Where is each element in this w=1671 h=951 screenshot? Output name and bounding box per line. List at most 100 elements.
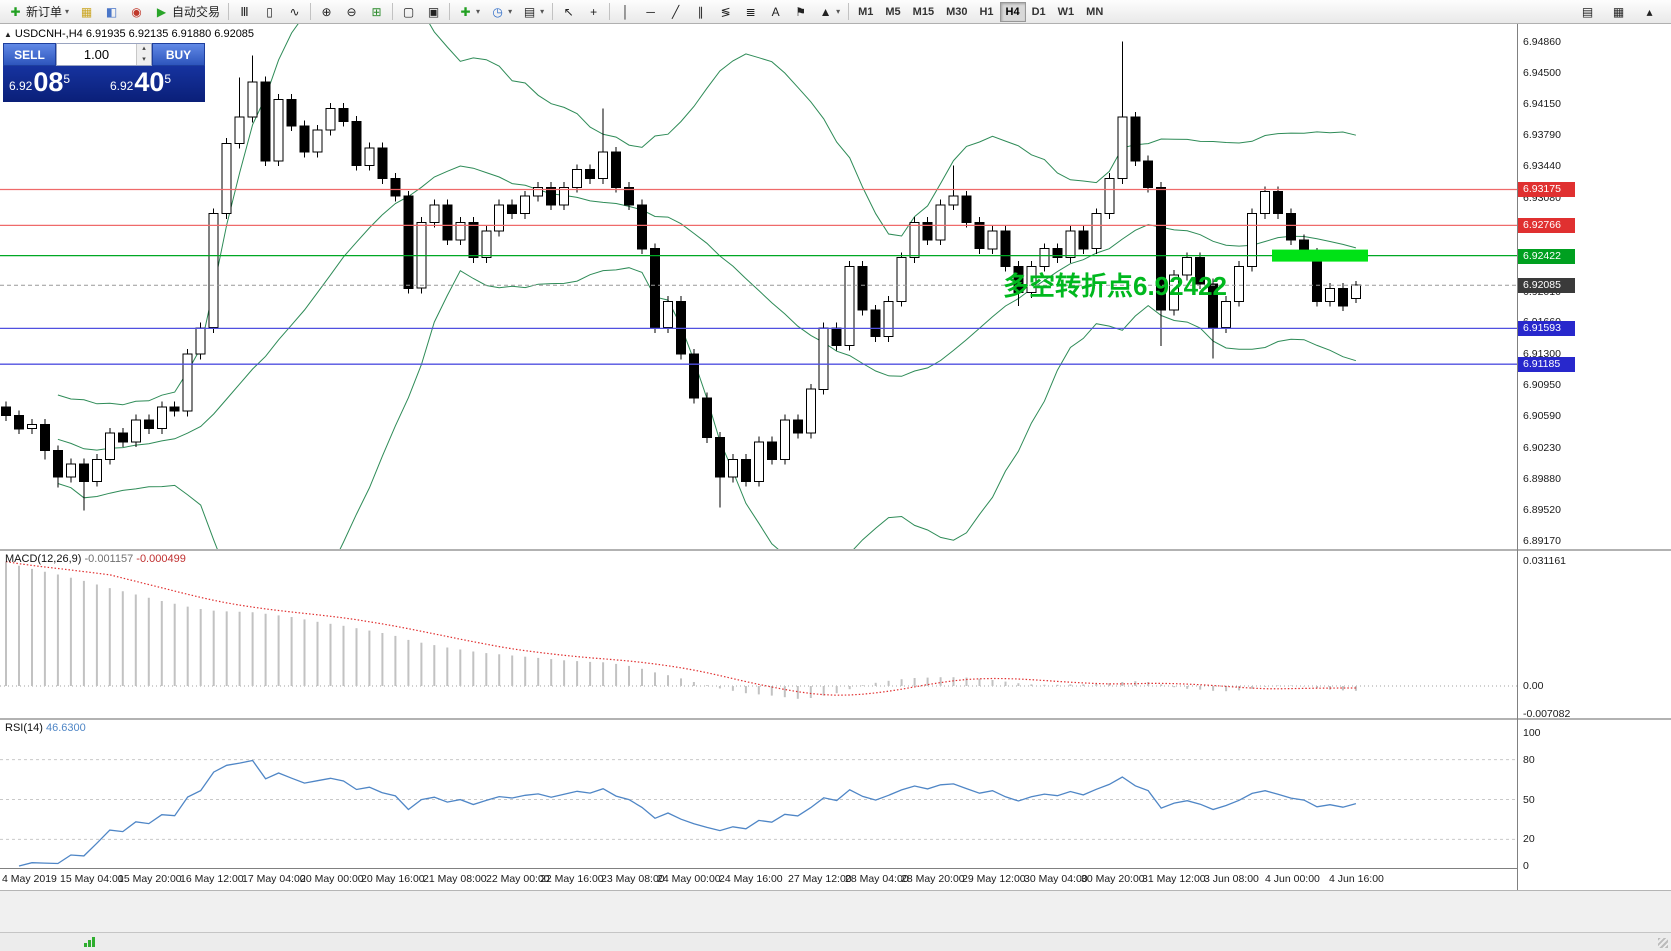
data-window-button[interactable]: ▦ (1606, 2, 1631, 22)
volume-up-icon[interactable]: ▴ (137, 44, 151, 55)
label-tool-button[interactable]: ⚑ (788, 2, 813, 22)
caret-down-icon: ▾ (508, 7, 513, 16)
timeframe-h1[interactable]: H1 (973, 2, 999, 22)
zoom-in-button[interactable]: ⊕ (314, 2, 339, 22)
scroll-up-button[interactable]: ▴ (1637, 2, 1662, 22)
price-axis-label: 6.90950 (1523, 379, 1561, 391)
caret-down-icon: ▾ (836, 7, 841, 16)
add-indicator-button[interactable]: ✚ ▾ (453, 2, 485, 22)
crosshair-button[interactable]: + (581, 2, 606, 22)
macd-axis-label: -0.007082 (1523, 708, 1571, 720)
line-chart-button[interactable]: ∿ (282, 2, 307, 22)
macd-svg (0, 561, 1517, 699)
shapes-button[interactable]: ▲ ▾ (813, 2, 845, 22)
candlestick-chart-button[interactable]: ▯ (257, 2, 282, 22)
price-axis-label: 6.93440 (1523, 160, 1561, 172)
ask-price-display[interactable]: 6.92 40 5 (110, 67, 172, 97)
rsi-axis-label: 20 (1523, 833, 1535, 845)
templates-button[interactable]: ▤ ▾ (517, 2, 549, 22)
rsi-indicator-canvas[interactable] (0, 720, 1517, 868)
time-axis-label: 24 May 00:00 (657, 873, 721, 885)
cursor-icon: ↖ (563, 4, 574, 19)
auto-trading-button[interactable]: ▶ 自动交易 (149, 2, 225, 22)
panel-separator[interactable] (0, 549, 1671, 551)
fibonacci-icon: ≶ (720, 4, 731, 19)
panel-separator[interactable] (0, 718, 1671, 720)
time-axis-label: 22 May 16:00 (540, 873, 604, 885)
time-axis-label: 17 May 04:00 (242, 873, 306, 885)
price-chart-svg (0, 0, 1517, 621)
level-lines-layer[interactable] (0, 188, 1517, 365)
timeframe-w1[interactable]: W1 (1052, 2, 1081, 22)
grid-button[interactable]: ⊞ (364, 2, 389, 22)
cursor-button[interactable]: ↖ (556, 2, 581, 22)
channel-button[interactable]: ∥ (688, 2, 713, 22)
price-axis-label: 6.94500 (1523, 67, 1561, 79)
buy-button[interactable]: BUY (152, 43, 205, 66)
pivot-annotation-text[interactable]: 多空转折点6.92422 (1003, 271, 1227, 301)
chart-list-icon: ▤ (1581, 4, 1594, 19)
bid-price-display[interactable]: 6.92 08 5 (9, 67, 71, 97)
tile-windows-button[interactable]: ▢ (396, 2, 421, 22)
caret-down-icon: ▾ (65, 7, 70, 16)
fibonacci-button[interactable]: ≶ (713, 2, 738, 22)
price-axis-label: 6.89170 (1523, 535, 1561, 547)
volume-down-icon[interactable]: ▾ (137, 54, 151, 65)
periods-button[interactable]: ◷ ▾ (485, 2, 517, 22)
chart-list-button[interactable]: ▤ (1575, 2, 1600, 22)
chart-title: ▲ USDCNH-,H4 6.91935 6.92135 6.91880 6.92… (4, 28, 254, 40)
new-order-button[interactable]: ✚ 新订单 ▾ (3, 2, 74, 22)
volume-input[interactable] (57, 44, 136, 65)
shapes-icon: ▲ (819, 4, 832, 19)
toolbar-separator (228, 3, 230, 20)
macd-histogram-layer (5, 561, 1357, 699)
macd-indicator-canvas[interactable] (0, 551, 1517, 718)
time-axis-label: 20 May 00:00 (300, 873, 364, 885)
toolbar-separator (848, 3, 850, 20)
timeframe-mn[interactable]: MN (1080, 2, 1109, 22)
ohlc-bars-button[interactable]: Ⅲ (232, 2, 257, 22)
new-chart-button[interactable]: ▦ (74, 2, 99, 22)
trendline-icon: ╱ (671, 4, 680, 19)
zoom-out-button[interactable]: ⊖ (339, 2, 364, 22)
price-axis-label: 6.93790 (1523, 129, 1561, 141)
timeframe-m15[interactable]: M15 (907, 2, 940, 22)
timeframe-m1[interactable]: M1 (852, 2, 879, 22)
data-window-icon: ▦ (1612, 4, 1625, 19)
profiles-icon: ◧ (105, 4, 118, 19)
vertical-line-button[interactable]: │ (613, 2, 638, 22)
macd-label: MACD(12,26,9) -0.001157 -0.000499 (5, 553, 186, 565)
market-watch-button[interactable]: ◉ (124, 2, 149, 22)
price-axis-label: 6.93080 (1523, 192, 1561, 204)
bottom-chrome (0, 890, 1671, 951)
rsi-axis-label: 0 (1523, 860, 1529, 872)
timeframe-m5[interactable]: M5 (879, 2, 906, 22)
time-axis-label: 15 May 04:00 (60, 873, 124, 885)
resize-grip-icon[interactable] (1658, 938, 1668, 948)
pivot-highlight-rect[interactable] (1272, 249, 1368, 262)
time-axis[interactable]: 4 May 2019 15 May 04:00 15 May 20:00 16 May… (0, 868, 1517, 891)
cascade-windows-button[interactable]: ▣ (421, 2, 446, 22)
volume-spinner: ▴ ▾ (56, 43, 152, 66)
toolbar-separator (552, 3, 554, 20)
trendline-button[interactable]: ╱ (663, 2, 688, 22)
status-bar (0, 932, 1671, 951)
one-click-panel-toggle-icon[interactable]: ▲ (4, 30, 12, 39)
horizontal-line-button[interactable]: ─ (638, 2, 663, 22)
cycle-lines-button[interactable]: ≣ (738, 2, 763, 22)
time-axis-label: 4 May 2019 (2, 873, 57, 885)
text-tool-button[interactable]: A (763, 2, 788, 22)
time-axis-label: 21 May 08:00 (423, 873, 487, 885)
sell-button[interactable]: SELL (3, 43, 56, 66)
chart-background (0, 24, 1671, 890)
candles-layer (1, 41, 1361, 511)
templates-icon: ▤ (523, 4, 536, 19)
profiles-button[interactable]: ◧ (99, 2, 124, 22)
price-axis-tag: 6.93175 (1518, 182, 1575, 197)
time-axis-label: 30 May 04:00 (1024, 873, 1088, 885)
price-chart-canvas[interactable] (0, 0, 1517, 621)
timeframe-d1[interactable]: D1 (1026, 2, 1052, 22)
timeframe-m30[interactable]: M30 (940, 2, 973, 22)
timeframe-h4[interactable]: H4 (999, 1, 1026, 22)
vertical-line-icon: │ (621, 4, 630, 19)
